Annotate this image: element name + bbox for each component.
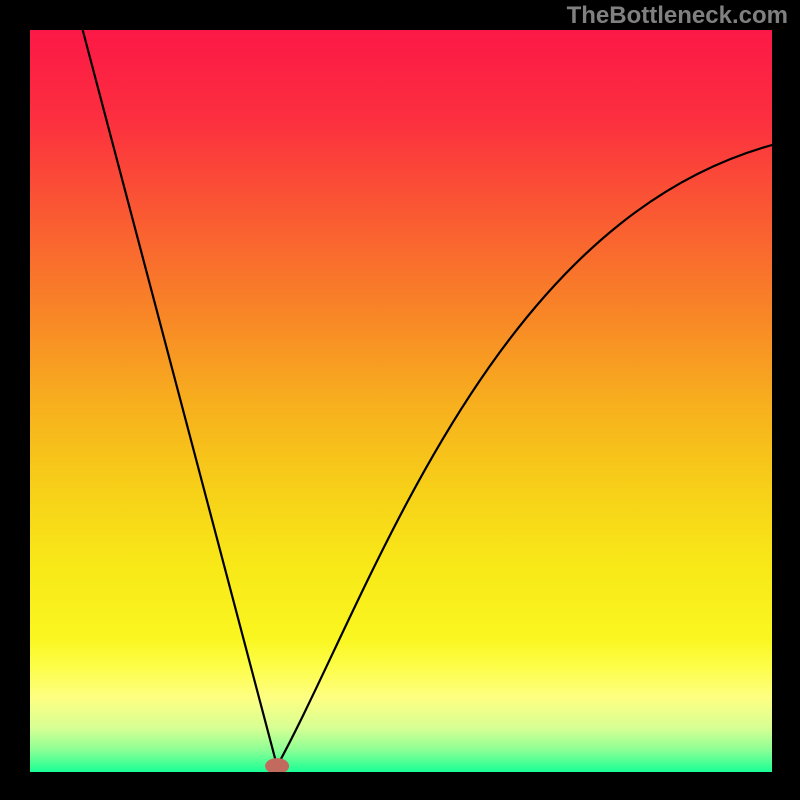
chart-frame: TheBottleneck.com <box>0 0 800 800</box>
watermark-text: TheBottleneck.com <box>567 2 788 30</box>
gradient-background <box>30 30 772 772</box>
plot-area <box>30 30 772 772</box>
